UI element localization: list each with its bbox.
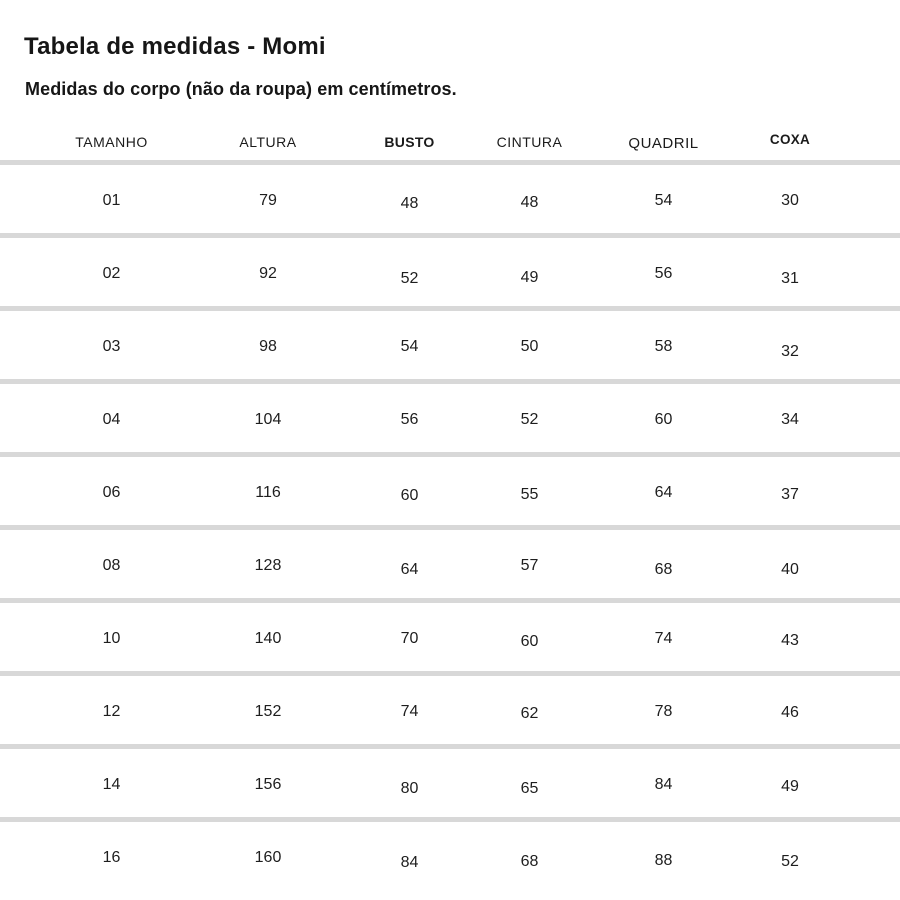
- table-row: 02 92 52 49 56 31: [0, 233, 900, 306]
- measure-cell: 52: [781, 852, 799, 870]
- measure-cell: 49: [781, 777, 799, 795]
- measure-cell: 152: [254, 702, 282, 720]
- page-title: Tabela de medidas - Momi: [24, 33, 326, 60]
- measure-cell: 128: [254, 556, 282, 574]
- column-header-tamanho: TAMANHO: [75, 133, 148, 150]
- size-cell: 04: [102, 410, 121, 428]
- size-cell: 10: [102, 629, 121, 647]
- measure-cell: 65: [520, 779, 539, 797]
- measure-cell: 52: [520, 410, 539, 428]
- measure-cell: 104: [254, 410, 282, 428]
- table-row: 06 116 60 55 64 37: [0, 452, 900, 525]
- measure-cell: 30: [781, 191, 799, 209]
- size-cell: 08: [102, 556, 121, 574]
- measure-cell: 32: [781, 342, 799, 360]
- measure-cell: 49: [520, 268, 539, 286]
- measure-cell: 88: [654, 851, 673, 869]
- measure-cell: 56: [654, 264, 673, 282]
- size-cell: 06: [102, 483, 121, 501]
- measure-cell: 54: [654, 191, 673, 209]
- measure-cell: 58: [654, 337, 673, 355]
- measure-cell: 70: [400, 629, 419, 647]
- measure-cell: 56: [400, 410, 419, 428]
- table-row: 03 98 54 50 58 32: [0, 306, 900, 379]
- measure-cell: 54: [400, 337, 419, 355]
- measure-cell: 68: [520, 852, 539, 870]
- measure-cell: 79: [259, 191, 277, 209]
- measure-cell: 74: [654, 629, 673, 647]
- table-row: 14 156 80 65 84 49: [0, 744, 900, 817]
- measure-cell: 43: [781, 631, 799, 649]
- table-row: 16 160 84 68 88 52: [0, 817, 900, 890]
- measure-cell: 57: [520, 556, 539, 574]
- measure-cell: 74: [400, 702, 419, 720]
- page-subtitle: Medidas do corpo (não da roupa) em centí…: [25, 79, 457, 99]
- column-header-coxa: COXA: [769, 132, 811, 147]
- measure-cell: 160: [254, 848, 282, 866]
- measure-cell: 37: [781, 485, 799, 503]
- measure-cell: 46: [781, 703, 799, 721]
- measure-cell: 64: [400, 560, 419, 578]
- measure-cell: 68: [654, 560, 673, 578]
- table-row: 04 104 56 52 60 34: [0, 379, 900, 452]
- measure-cell: 55: [520, 485, 539, 503]
- size-cell: 14: [102, 775, 121, 793]
- measure-cell: 116: [255, 483, 281, 501]
- measure-cell: 60: [520, 632, 539, 650]
- measure-cell: 84: [400, 853, 419, 871]
- measure-cell: 98: [259, 337, 277, 355]
- table-row: 08 128 64 57 68 40: [0, 525, 900, 598]
- measure-cell: 50: [520, 337, 539, 355]
- measure-cell: 62: [520, 704, 539, 722]
- measure-cell: 156: [254, 775, 282, 793]
- measure-cell: 52: [400, 269, 419, 287]
- measure-cell: 48: [400, 194, 419, 212]
- column-header-busto: BUSTO: [384, 133, 435, 150]
- size-cell: 03: [102, 337, 121, 355]
- table-row: 12 152 74 62 78 46: [0, 671, 900, 744]
- table-row: 10 140 70 60 74 43: [0, 598, 900, 671]
- column-header-cintura: CINTURA: [496, 133, 563, 150]
- measure-cell: 40: [781, 560, 799, 578]
- size-cell: 12: [102, 702, 121, 720]
- table-body: 01 79 48 48 54 30 02 92 52 49 56 31 03 98 54 50 58 32 04 10…: [0, 160, 900, 890]
- measure-cell: 78: [654, 702, 673, 720]
- table-row: 01 79 48 48 54 30: [0, 160, 900, 233]
- measure-cell: 48: [520, 193, 539, 211]
- measure-cell: 60: [654, 410, 673, 428]
- table-header: TAMANHO ALTURA BUSTO CINTURA QUADRIL COX…: [0, 123, 900, 160]
- measure-cell: 31: [781, 269, 799, 287]
- measure-cell: 80: [400, 779, 419, 797]
- column-header-quadril: QUADRIL: [628, 135, 699, 152]
- measure-cell: 140: [254, 629, 282, 647]
- size-cell: 02: [102, 264, 121, 282]
- size-cell: 01: [102, 191, 121, 209]
- measure-cell: 34: [781, 410, 799, 428]
- column-header-altura: ALTURA: [239, 133, 297, 150]
- measure-cell: 92: [259, 264, 277, 282]
- measure-cell: 60: [400, 486, 419, 504]
- size-cell: 16: [102, 848, 121, 866]
- measure-cell: 64: [654, 483, 673, 501]
- measure-cell: 84: [654, 775, 673, 793]
